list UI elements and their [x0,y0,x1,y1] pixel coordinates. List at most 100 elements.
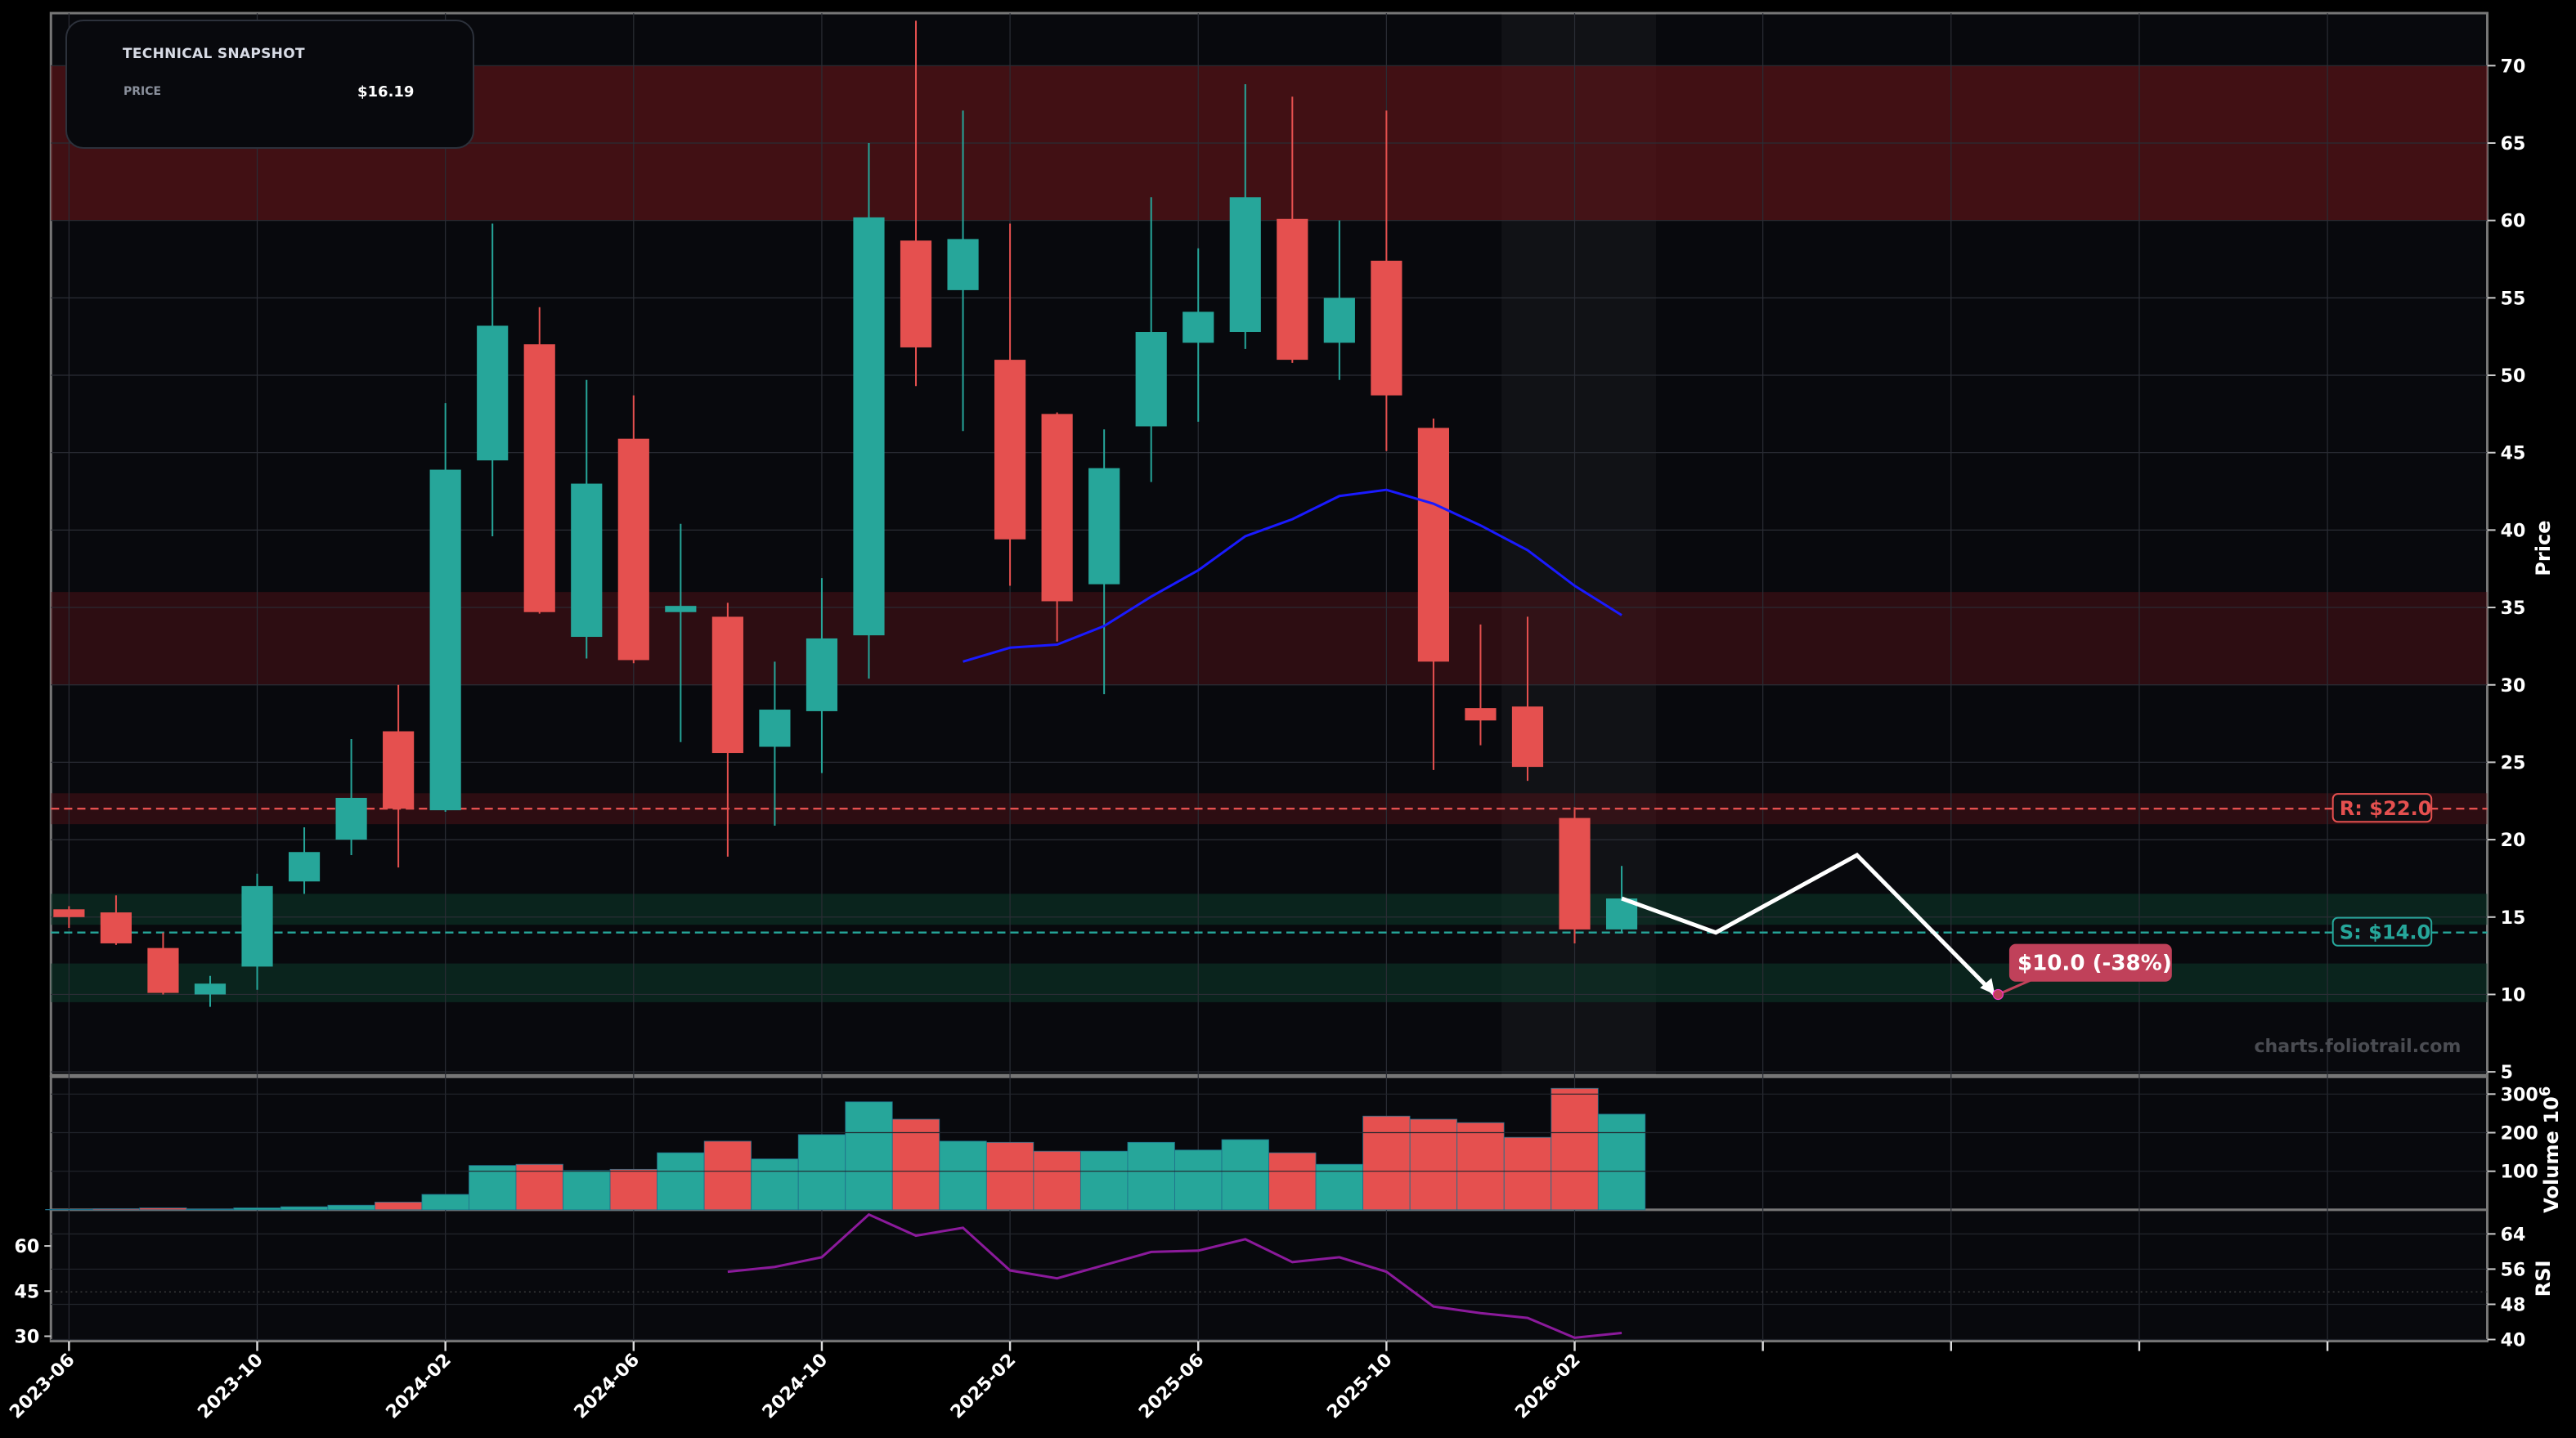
price-tick-label: 70 [2501,56,2526,77]
rsi-tick-label: 56 [2501,1259,2526,1280]
price-tick-label: 30 [2501,675,2526,697]
x-tick-label: 2025-02 [946,1349,1020,1422]
target-label-box [2008,943,2172,982]
volume-bar [280,1206,329,1211]
volume-bar [797,1134,846,1211]
volume-bar [1551,1087,1599,1211]
volume-bar [1409,1118,1458,1211]
volume-bar [1503,1136,1552,1211]
volume-bar [1315,1163,1363,1211]
volume-bar [374,1202,423,1211]
price-tick-label: 60 [2501,211,2526,232]
x-tick-label: 2026-02 [1511,1349,1585,1422]
target-label: $10.0 (-38%) [2017,952,2172,976]
price-tick-label: 55 [2501,288,2526,309]
volume-bar [1456,1122,1505,1211]
candle-body [759,710,791,747]
candle-body [1511,706,1544,768]
forecast-line [1621,852,1997,997]
rsi-tick-label: 48 [2501,1295,2526,1316]
volume-bar [515,1163,563,1211]
volume-bar [1268,1152,1317,1211]
x-tick-label: 2024-06 [570,1349,644,1422]
x-tick-label: 2024-02 [382,1349,456,1422]
candle-body [1417,428,1449,662]
candle-body [806,638,838,711]
rsi-left-tick-label: 60 [14,1236,39,1257]
support-label: S: $14.0 [2340,921,2431,944]
snapshot-price-label: PRICE [123,85,162,98]
volume-tick-label: 100 [2501,1162,2538,1183]
candle-body [288,852,321,882]
volume-bar [703,1140,752,1211]
candle-body [1229,197,1261,333]
support-label-box [2331,916,2433,947]
volume-tick-label: 300 [2501,1084,2538,1105]
x-tick-label: 2023-10 [194,1349,267,1422]
candle-body [1465,708,1497,721]
x-tick-label: 2025-10 [1323,1349,1397,1422]
rsi-left-tick-label: 30 [14,1327,39,1348]
rsi-tick-label: 64 [2501,1224,2526,1245]
volume-bar [939,1140,987,1211]
forecast-arrowhead [1980,978,1995,995]
volume-bar [139,1207,187,1211]
volume-bar [609,1168,657,1211]
moving-average-line [963,488,1622,663]
volume-bar [1221,1139,1269,1211]
snapshot-title: TECHNICAL SNAPSHOT [123,46,305,62]
price-axis-label: Price [2532,520,2555,576]
volume-bar [421,1194,469,1211]
price-tick-label: 10 [2501,984,2526,1006]
price-tick-label: 20 [2501,830,2526,851]
x-tick-label: 2023-06 [6,1349,79,1422]
resistance-label-box [2331,793,2433,823]
candle-body [100,912,132,943]
candle-body [617,438,649,661]
candle-body [1323,298,1355,343]
volume-bar [845,1101,893,1211]
volume-axis-label: Volume 106 [2537,1086,2563,1213]
candle-body [1088,468,1120,585]
candle-body [1277,218,1308,361]
volume-bar [469,1165,517,1211]
volume-bar [563,1170,611,1211]
snapshot-price-value: $16.19 [357,83,415,101]
candle-body [241,885,273,967]
price-tick-label: 45 [2501,443,2526,464]
volume-bar [1080,1150,1129,1211]
volume-bar [233,1207,281,1211]
candle-body [1559,818,1591,930]
x-tick-label: 2025-06 [1134,1349,1208,1422]
volume-bar [327,1204,375,1211]
volume-bar [1362,1115,1411,1211]
candle-body [53,909,85,917]
price-tick-label: 35 [2501,598,2526,619]
candle-body [477,325,509,461]
volume-exponent: 6 [2537,1086,2554,1097]
rsi-axis-label: RSI [2532,1260,2555,1297]
candle-body [711,616,743,754]
zone-resistance [51,592,2488,685]
volume-bar [1033,1150,1081,1211]
x-tick-label: 2024-10 [758,1349,832,1422]
price-tick-label: 5 [2501,1062,2513,1083]
candle-body [383,731,415,809]
volume-bar [92,1208,141,1211]
rsi-line [727,1212,1622,1339]
volume-bar [1174,1149,1223,1211]
resistance-label: R: $22.0 [2340,797,2432,820]
rsi-tick-label: 40 [2501,1330,2526,1351]
candle-body [947,239,979,290]
candle-body [994,360,1026,540]
candle-body [900,240,932,347]
watermark: charts.foliotrail.com [2254,1036,2461,1057]
volume-bar [751,1158,799,1211]
price-tick-label: 50 [2501,365,2526,387]
price-tick-label: 40 [2501,520,2526,541]
candle-body [147,947,179,993]
candle-body [429,469,461,811]
candle-body [571,483,603,638]
candle-body [335,797,367,840]
